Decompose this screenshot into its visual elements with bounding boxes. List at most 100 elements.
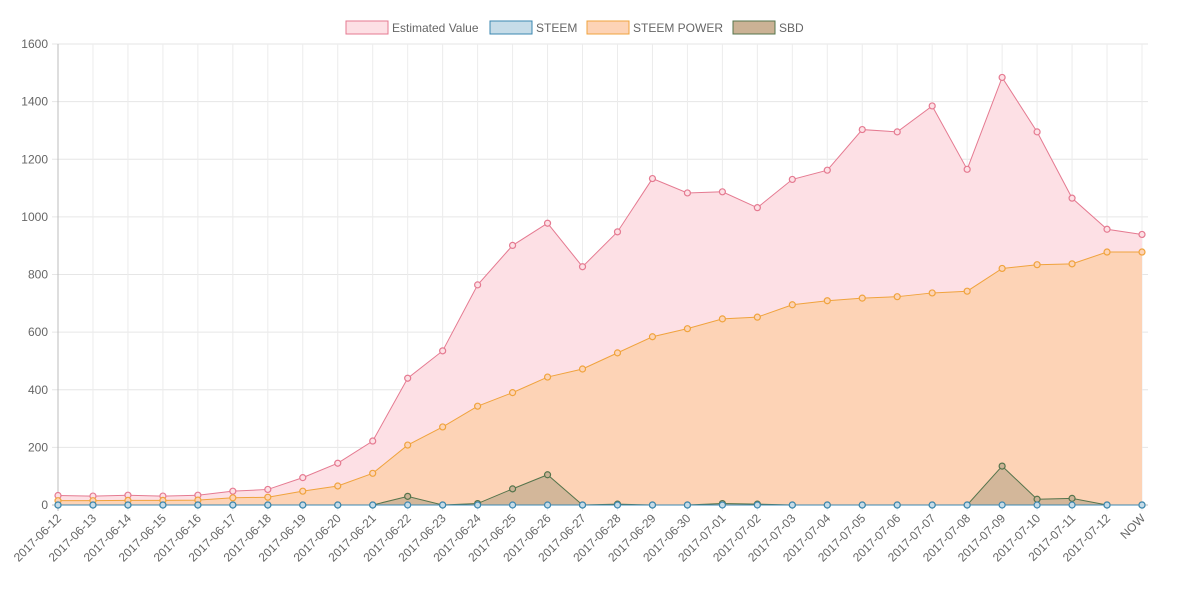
steem-point[interactable]	[998, 501, 1006, 509]
steem-point[interactable]	[858, 501, 866, 509]
steem-power-point[interactable]	[823, 297, 831, 305]
steem-power-point[interactable]	[369, 469, 377, 477]
estimated-value-point[interactable]	[613, 228, 622, 236]
steem-power-point[interactable]	[578, 365, 587, 373]
legend-item-steem[interactable]: STEEM	[489, 20, 577, 35]
estimated-value-point[interactable]	[683, 189, 692, 197]
estimated-value-point[interactable]	[508, 241, 517, 249]
series-lines	[57, 76, 1143, 506]
steem-point[interactable]	[369, 501, 377, 509]
steem-power-point[interactable]	[928, 289, 936, 297]
legend-item-sbd[interactable]: SBD	[732, 20, 804, 35]
legend-item-estimated-value[interactable]: Estimated Value	[345, 20, 479, 35]
steem-point[interactable]	[299, 501, 307, 509]
estimated-value-point[interactable]	[1068, 194, 1076, 202]
steem-power-point[interactable]	[1068, 260, 1076, 268]
steem-power-point[interactable]	[613, 349, 622, 357]
estimated-value-point[interactable]	[299, 474, 307, 482]
estimated-value-point[interactable]	[334, 459, 342, 467]
estimated-value-point[interactable]	[753, 204, 761, 212]
steem-power-point[interactable]	[439, 423, 447, 431]
steem-point[interactable]	[683, 501, 692, 509]
legend-swatch	[732, 20, 776, 35]
steem-power-point[interactable]	[264, 493, 272, 501]
steem-point[interactable]	[788, 501, 796, 509]
steem-power-point[interactable]	[1138, 248, 1146, 256]
steem-point[interactable]	[963, 501, 971, 509]
estimated-value-point[interactable]	[788, 175, 796, 184]
estimated-value-point[interactable]	[543, 219, 552, 227]
steem-point[interactable]	[613, 501, 622, 509]
steem-power-point[interactable]	[683, 325, 692, 333]
legend-label: Estimated Value	[392, 21, 479, 35]
estimated-value-point[interactable]	[823, 166, 831, 174]
steem-power-point[interactable]	[858, 294, 866, 302]
estimated-value-point[interactable]	[264, 485, 272, 494]
steem-power-point[interactable]	[229, 494, 237, 502]
estimated-value-point[interactable]	[648, 174, 657, 183]
estimated-value-point[interactable]	[578, 263, 587, 271]
steem-point[interactable]	[928, 501, 936, 509]
estimated-value-point[interactable]	[893, 128, 901, 136]
steem-power-point[interactable]	[404, 441, 412, 449]
estimated-value-point[interactable]	[229, 487, 237, 495]
steem-point[interactable]	[823, 501, 831, 509]
estimated-value-point[interactable]	[718, 188, 726, 196]
steem-point[interactable]	[439, 501, 447, 509]
steem-power-point[interactable]	[1033, 261, 1041, 269]
steem-power-point[interactable]	[508, 389, 517, 397]
sbd-point[interactable]	[543, 471, 552, 479]
steem-power-point[interactable]	[299, 487, 307, 495]
steem-point[interactable]	[718, 501, 726, 509]
steem-power-point[interactable]	[1103, 248, 1111, 256]
estimated-value-point[interactable]	[369, 437, 377, 445]
sbd-point[interactable]	[508, 485, 517, 493]
steem-point[interactable]	[264, 501, 272, 509]
steem-point[interactable]	[404, 501, 412, 509]
steem-power-point[interactable]	[788, 301, 796, 309]
steem-point[interactable]	[1138, 501, 1146, 509]
estimated-value-point[interactable]	[474, 281, 482, 289]
estimated-value-point[interactable]	[404, 374, 412, 382]
steem-power-point[interactable]	[648, 333, 657, 341]
steem-point[interactable]	[648, 501, 657, 509]
steem-power-point[interactable]	[753, 313, 761, 321]
estimated-value-point[interactable]	[1033, 128, 1041, 136]
steem-point[interactable]	[159, 501, 167, 509]
sbd-point[interactable]	[998, 462, 1006, 470]
steem-power-point[interactable]	[543, 373, 552, 381]
steem-point[interactable]	[334, 501, 342, 509]
steem-point[interactable]	[578, 501, 587, 509]
estimated-value-point[interactable]	[998, 73, 1006, 82]
steem-point[interactable]	[1033, 501, 1041, 509]
estimated-value-point[interactable]	[1103, 225, 1111, 233]
sbd-point[interactable]	[1068, 494, 1076, 502]
steem-power-point[interactable]	[334, 482, 342, 490]
estimated-value-point[interactable]	[928, 102, 936, 110]
legend-item-steem-power[interactable]: STEEM POWER	[586, 20, 723, 35]
steem-point[interactable]	[508, 501, 517, 509]
sbd-point[interactable]	[404, 492, 412, 500]
steem-point[interactable]	[194, 501, 202, 509]
steem-point[interactable]	[229, 501, 237, 509]
steem-power-point[interactable]	[893, 293, 901, 301]
estimated-value-point[interactable]	[439, 347, 447, 355]
steem-point[interactable]	[474, 501, 482, 509]
steem-point[interactable]	[543, 501, 552, 509]
steem-point[interactable]	[1068, 501, 1076, 509]
sbd-point[interactable]	[1033, 495, 1041, 503]
steem-point[interactable]	[89, 501, 97, 509]
steem-point[interactable]	[1103, 501, 1111, 509]
steem-point[interactable]	[54, 501, 62, 509]
steem-power-point[interactable]	[718, 315, 726, 323]
steem-point[interactable]	[124, 501, 132, 509]
steem-point[interactable]	[893, 501, 901, 509]
steem-power-point[interactable]	[963, 287, 971, 295]
steem-power-point[interactable]	[998, 264, 1006, 273]
steem-power-point[interactable]	[474, 402, 482, 410]
estimated-value-point[interactable]	[858, 125, 866, 134]
estimated-value-point[interactable]	[963, 165, 971, 173]
estimated-value-point[interactable]	[1138, 230, 1146, 239]
steem-point[interactable]	[753, 501, 761, 509]
